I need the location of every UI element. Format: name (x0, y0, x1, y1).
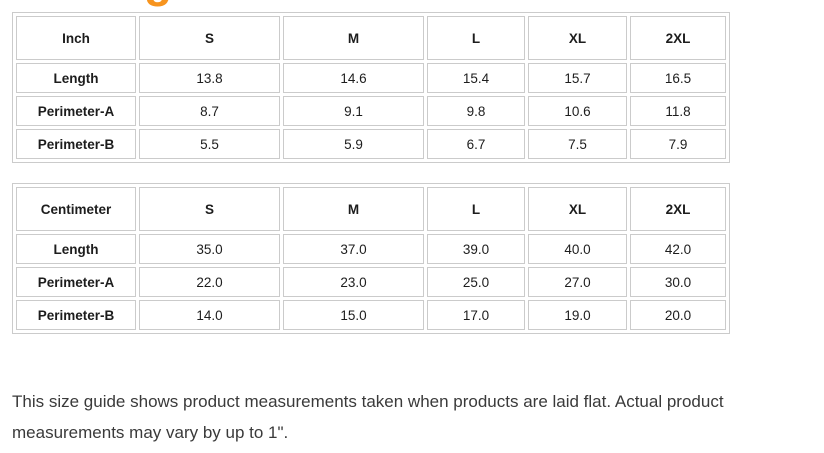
measurement-value-cell: 15.4 (427, 63, 525, 93)
size-header-cell: L (427, 187, 525, 231)
size-header-cell: L (427, 16, 525, 60)
measurement-value-cell: 30.0 (630, 267, 726, 297)
measurement-value-cell: 17.0 (427, 300, 525, 330)
size-header-cell: 2XL (630, 16, 726, 60)
size-header-cell: 2XL (630, 187, 726, 231)
measurement-value-cell: 39.0 (427, 234, 525, 264)
measurement-value-cell: 5.5 (139, 129, 280, 159)
clipped-heading-letter: g (144, 0, 172, 8)
measurement-value-cell: 19.0 (528, 300, 627, 330)
measurement-row: Perimeter-B 14.0 15.0 17.0 19.0 20.0 (16, 300, 726, 330)
measurement-value-cell: 37.0 (283, 234, 424, 264)
size-table-inch: Inch S M L XL 2XL Length 13.8 14.6 15.4 15.7 16.5 Pe… (12, 12, 730, 163)
measurement-label-cell: Perimeter-B (16, 300, 136, 330)
size-header-cell: S (139, 16, 280, 60)
measurement-label-cell: Perimeter-B (16, 129, 136, 159)
measurement-value-cell: 15.0 (283, 300, 424, 330)
measurement-value-cell: 7.5 (528, 129, 627, 159)
measurement-value-cell: 25.0 (427, 267, 525, 297)
measurement-value-cell: 9.1 (283, 96, 424, 126)
size-header-cell: XL (528, 16, 627, 60)
measurement-value-cell: 9.8 (427, 96, 525, 126)
measurement-value-cell: 6.7 (427, 129, 525, 159)
unit-header-cell: Inch (16, 16, 136, 60)
measurement-value-cell: 42.0 (630, 234, 726, 264)
size-header-cell: S (139, 187, 280, 231)
size-header-cell: XL (528, 187, 627, 231)
measurement-value-cell: 5.9 (283, 129, 424, 159)
header-row: Centimeter S M L XL 2XL (16, 187, 726, 231)
measurement-label-cell: Length (16, 63, 136, 93)
measurement-value-cell: 8.7 (139, 96, 280, 126)
size-table-centimeter: Centimeter S M L XL 2XL Length 35.0 37.0 39.0 40.0… (12, 183, 730, 334)
measurement-value-cell: 14.0 (139, 300, 280, 330)
measurement-label-cell: Perimeter-A (16, 267, 136, 297)
measurement-value-cell: 23.0 (283, 267, 424, 297)
measurement-row: Perimeter-A 8.7 9.1 9.8 10.6 11.8 (16, 96, 726, 126)
measurement-row: Length 35.0 37.0 39.0 40.0 42.0 (16, 234, 726, 264)
measurement-value-cell: 11.8 (630, 96, 726, 126)
header-row: Inch S M L XL 2XL (16, 16, 726, 60)
measurement-value-cell: 35.0 (139, 234, 280, 264)
measurement-value-cell: 20.0 (630, 300, 726, 330)
measurement-value-cell: 15.7 (528, 63, 627, 93)
measurement-label-cell: Length (16, 234, 136, 264)
measurement-row: Perimeter-A 22.0 23.0 25.0 27.0 30.0 (16, 267, 726, 297)
size-header-cell: M (283, 16, 424, 60)
size-guide-note: This size guide shows product measuremen… (12, 392, 724, 442)
size-header-cell: M (283, 187, 424, 231)
measurement-value-cell: 40.0 (528, 234, 627, 264)
measurement-value-cell: 7.9 (630, 129, 726, 159)
measurement-row: Length 13.8 14.6 15.4 15.7 16.5 (16, 63, 726, 93)
measurement-row: Perimeter-B 5.5 5.9 6.7 7.5 7.9 (16, 129, 726, 159)
measurement-value-cell: 13.8 (139, 63, 280, 93)
clipped-page-heading: g (0, 0, 824, 8)
measurement-value-cell: 14.6 (283, 63, 424, 93)
unit-header-cell: Centimeter (16, 187, 136, 231)
measurement-value-cell: 22.0 (139, 267, 280, 297)
measurement-value-cell: 10.6 (528, 96, 627, 126)
measurement-value-cell: 16.5 (630, 63, 726, 93)
measurement-value-cell: 27.0 (528, 267, 627, 297)
measurement-label-cell: Perimeter-A (16, 96, 136, 126)
